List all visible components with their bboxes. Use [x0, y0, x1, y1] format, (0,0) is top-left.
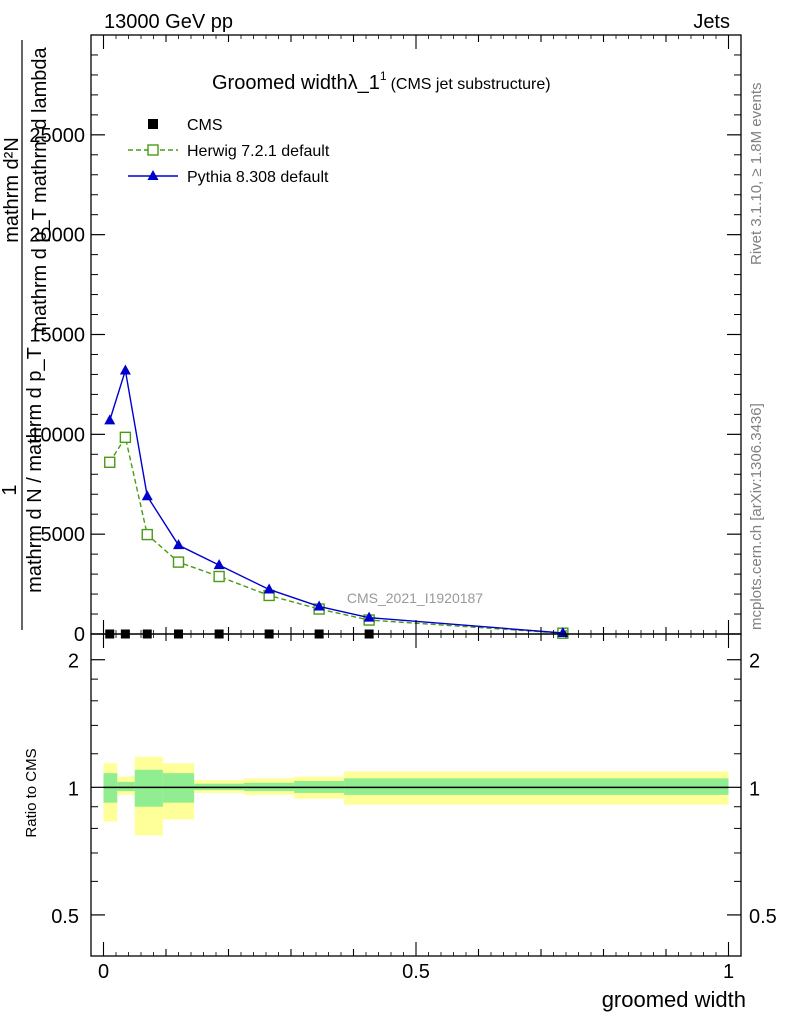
series-point-2-1 — [119, 364, 131, 375]
chart-subtitle: (CMS jet substructure) — [391, 76, 551, 93]
legend-marker-2 — [147, 170, 159, 180]
ratio-ytick-label-right: 2 — [749, 651, 760, 673]
series-point-2-7 — [363, 611, 375, 622]
header-left-label: 13000 GeV pp — [104, 11, 233, 33]
xlabel: groomed width — [602, 987, 746, 1012]
ylabel-fraction-numerator: mathrm d²N — [1, 137, 23, 243]
main-ytick-label: 20000 — [29, 225, 85, 247]
ratio-ytick-label-right: 0.5 — [749, 906, 777, 928]
series-point-2-6 — [313, 600, 325, 611]
series-point-2-4 — [213, 559, 225, 570]
mcplots-label: mcplots.cern.ch [arXiv:1306.3436] — [748, 403, 765, 630]
rivet-label: Rivet 3.1.10, ≥ 1.8M events — [748, 83, 765, 266]
main-ytick-label: 5000 — [41, 524, 86, 546]
xtick-label: 0 — [98, 961, 109, 983]
ylabel-fraction-denominator: mathrm d p_T mathrm d lambda — [29, 46, 51, 332]
series-point-1-4 — [213, 570, 225, 583]
series-point-1-2 — [141, 528, 153, 541]
main-ytick-label: 10000 — [29, 424, 85, 446]
ratio-ytick-label-right: 1 — [749, 778, 760, 800]
legend-label-1: Herwig 7.2.1 default — [187, 143, 330, 160]
ratio-ytick-label: 2 — [68, 651, 79, 673]
ratio-plot-bands — [103, 756, 729, 836]
chart-title: Groomed widthλ_11 (CMS jet substructure) — [212, 69, 551, 94]
xtick-label: 0.5 — [402, 961, 430, 983]
series-point-2-0 — [104, 414, 116, 425]
series-point-2-2 — [141, 490, 153, 501]
series-point-1-1 — [119, 431, 132, 444]
ratio-inner-band-1 — [117, 781, 135, 792]
main-ytick-label: 0 — [74, 624, 85, 646]
ylabel-denominator: mathrm d N / mathrm d p_T — [24, 347, 46, 593]
ratio-ytick-label: 0.5 — [51, 906, 79, 928]
main-ylabel: 1 mathrm d N / mathrm d p_T mathrm d²N m… — [0, 40, 51, 630]
legend-label-2: Pythia 8.308 default — [187, 169, 329, 186]
chart-title-main: Groomed widthλ_1 — [212, 72, 380, 94]
main-plot-frame: 0 5000 10000 15000 20000 25000 — [29, 34, 742, 646]
legend-label-0: CMS — [187, 117, 223, 134]
main-plot-lines — [104, 364, 569, 639]
series-line-2 — [109, 370, 563, 634]
ratio-plot-frame: 0.5 0.5 1 1 2 2 0 0.5 1 — [51, 633, 777, 983]
header-right-label: Jets — [693, 11, 730, 33]
ratio-ylabel: Ratio to CMS — [23, 748, 40, 837]
analysis-id-label: CMS_2021_I1920187 — [347, 590, 483, 606]
legend-marker-0 — [148, 119, 158, 129]
main-ytick-label: 25000 — [29, 125, 85, 147]
series-point-1-0 — [104, 456, 116, 468]
ratio-inner-band-2 — [134, 769, 163, 807]
legend-marker-1 — [147, 144, 159, 156]
main-ytick-label: 15000 — [29, 325, 85, 347]
ratio-ytick-label: 1 — [68, 778, 79, 800]
legend: CMS Herwig 7.2.1 default Pythia 8.308 defa… — [128, 117, 330, 186]
series-point-1-3 — [172, 556, 185, 568]
series-line-1 — [109, 435, 563, 634]
xtick-label: 1 — [723, 961, 734, 983]
chart-title-superscript: 1 — [380, 69, 387, 83]
series-point-2-3 — [173, 539, 184, 550]
ylabel-numerator: 1 — [0, 484, 21, 495]
series-point-2-5 — [263, 583, 275, 594]
